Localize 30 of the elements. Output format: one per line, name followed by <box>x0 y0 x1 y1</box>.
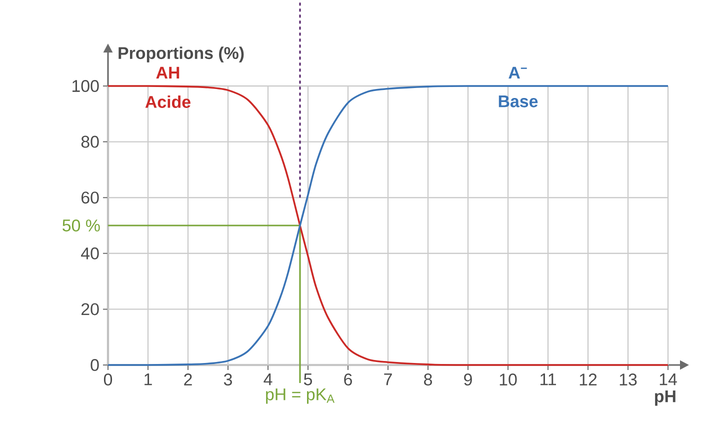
x-tick-label: 12 <box>580 374 597 386</box>
y-tick-label: 80 <box>81 136 99 148</box>
ref-line-label: 50 % <box>62 220 100 232</box>
series-label: A$^{−}$ <box>508 66 527 78</box>
line-series <box>107 85 669 366</box>
x-tick-label: 2 <box>184 374 192 386</box>
y-tick-label: 100 <box>72 80 99 92</box>
annotation: Base <box>498 96 538 108</box>
x-tick-label: 3 <box>224 374 232 386</box>
series-label: AH <box>156 66 180 78</box>
x-tick-label: 4 <box>264 374 272 386</box>
x-tick-label: 7 <box>384 374 392 386</box>
x-tick-label: 6 <box>344 374 352 386</box>
y-tick-label: 20 <box>82 303 99 316</box>
x-tick-label: 1 <box>144 374 152 386</box>
y-tick-label: 60 <box>82 192 99 204</box>
x-tick-label: 11 <box>540 374 556 386</box>
x-tick-label: 0 <box>104 374 112 386</box>
x-tick-label: 13 <box>620 374 637 386</box>
x-tick-label: 5 <box>304 374 312 386</box>
annotation: Acide <box>145 96 190 108</box>
x-tick-label: 8 <box>424 374 432 386</box>
x-tick-label: 9 <box>464 374 472 386</box>
x-axis-title: pH <box>655 390 676 406</box>
y-axis-title: Proportions (%) <box>118 46 244 62</box>
y-tick-label: 0 <box>90 359 99 371</box>
x-tick-label: 14 <box>660 374 677 386</box>
ref-line-label: pH = pK$_{A}$ <box>266 388 335 404</box>
y-tick-label: 40 <box>81 247 99 260</box>
x-tick-label: 10 <box>500 374 517 386</box>
